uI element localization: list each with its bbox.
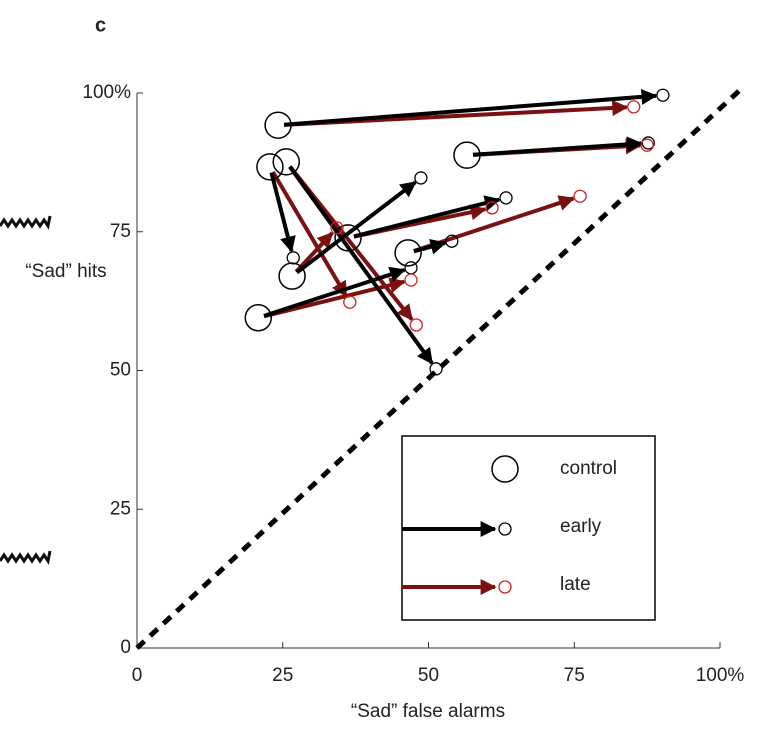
y-axis-label: “Sad” hits [25,261,106,282]
point [404,261,418,275]
point [640,138,654,152]
point [445,234,459,248]
arrow [294,231,334,274]
y-tick-label: 0 [120,637,131,658]
point [264,111,292,139]
point [485,201,499,215]
x-tick-label: 75 [564,665,585,686]
arrow [269,172,296,253]
x-tick-label: 50 [418,665,439,686]
identity-line [135,88,742,650]
legend-marker [491,455,519,483]
arrow [353,195,501,239]
point [334,224,362,252]
legend-label: early [560,516,602,537]
arrow [263,277,406,319]
point [656,88,670,102]
point [330,221,344,235]
arrow [413,238,447,255]
cropped-fragment [0,550,52,565]
y-tick-label: 100% [82,82,131,103]
arrow [472,136,643,157]
point [343,295,357,309]
arrow [263,266,406,318]
point [414,171,428,185]
point [404,273,418,287]
point [499,191,513,205]
x-tick-label: 100% [696,665,745,686]
legend-marker [498,522,512,536]
y-tick-label: 50 [110,360,131,381]
y-tick-label: 25 [110,498,131,519]
point [409,318,423,332]
y-tick-label: 75 [110,221,131,242]
legend-label: control [560,458,617,479]
legend-marker [498,580,512,594]
point [286,251,300,265]
cropped-fragment [0,215,52,230]
panel-label: c [95,14,106,36]
arrow [283,88,658,127]
point [573,189,587,203]
x-axis-label: “Sad” false alarms [351,701,505,722]
point [272,148,300,176]
x-tick-label: 0 [132,665,143,686]
point [394,239,422,267]
legend-label: late [560,574,591,595]
point [256,153,284,181]
point [244,304,273,332]
point [627,100,641,114]
x-tick-label: 25 [272,665,293,686]
point [641,136,655,150]
arrow [271,170,348,298]
point [278,262,306,290]
point [429,362,443,376]
arrow [288,165,434,365]
point [453,141,481,169]
